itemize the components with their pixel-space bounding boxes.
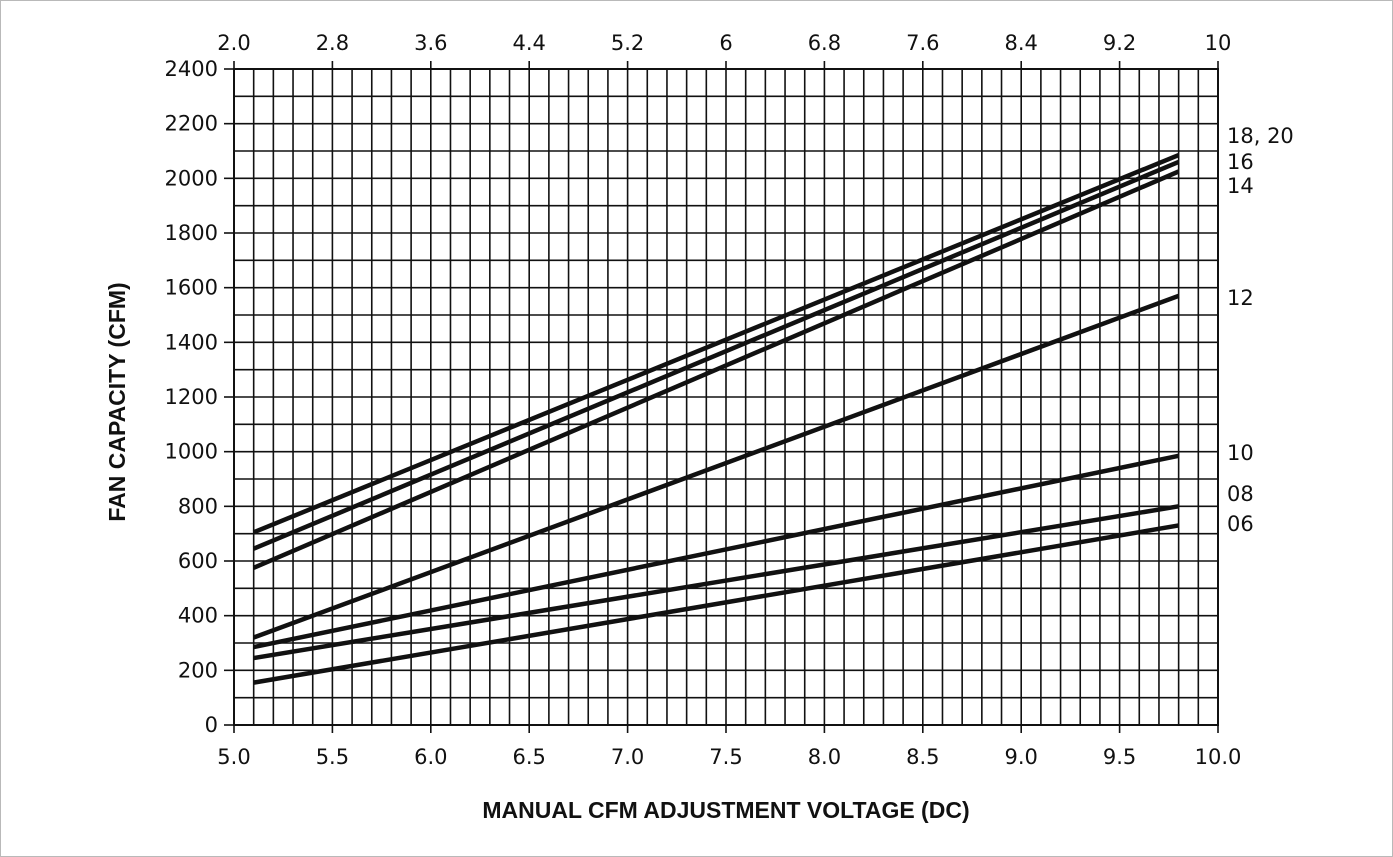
top-tick-label: 3.6 — [414, 31, 447, 55]
x-tick-label: 9.0 — [1004, 745, 1037, 769]
top-tick-label: 8.4 — [1004, 31, 1037, 55]
series-line — [252, 159, 1180, 551]
top-tick-label: 4.4 — [512, 31, 545, 55]
series-line — [252, 293, 1180, 640]
series-label: 18, 20 — [1227, 124, 1294, 148]
y-tick-label: 1800 — [165, 221, 218, 245]
x-tick-label: 7.5 — [709, 745, 742, 769]
y-tick-label: 800 — [178, 494, 218, 518]
top-tick-label: 2.8 — [316, 31, 349, 55]
y-axis-label: FAN CAPACITY (CFM) — [104, 282, 130, 521]
y-tick-label: 2200 — [165, 112, 218, 136]
top-tick-label: 10 — [1205, 31, 1232, 55]
x-tick-label: 10.0 — [1195, 745, 1242, 769]
top-tick-label: 7.6 — [906, 31, 939, 55]
top-tick-label: 9.2 — [1103, 31, 1136, 55]
series-label: 16 — [1227, 150, 1254, 174]
top-tick-label: 5.2 — [611, 31, 644, 55]
y-tick-label: 600 — [178, 549, 218, 573]
y-tick-label: 1400 — [165, 330, 218, 354]
series-label: 12 — [1227, 286, 1254, 310]
y-tick-label: 1000 — [165, 440, 218, 464]
series-line — [253, 523, 1180, 685]
x-tick-label: 9.5 — [1103, 745, 1136, 769]
x-tick-label: 5.0 — [217, 745, 250, 769]
x-tick-label: 6.5 — [512, 745, 545, 769]
y-tick-label: 200 — [178, 658, 218, 682]
x-tick-label: 8.5 — [906, 745, 939, 769]
y-tick-label: 1200 — [165, 385, 218, 409]
x-tick-label: 7.0 — [611, 745, 644, 769]
x-tick-label: 6.0 — [414, 745, 447, 769]
series-line — [253, 504, 1180, 661]
grid — [233, 68, 1219, 726]
y-tick-label: 1600 — [165, 276, 218, 300]
series-label: 10 — [1227, 441, 1254, 465]
x-axis-label: MANUAL CFM ADJUSTMENT VOLTAGE (DC) — [482, 797, 969, 823]
top-tick-label: 2.0 — [217, 31, 250, 55]
x-tick-label: 5.5 — [316, 745, 349, 769]
top-tick-label: 6 — [719, 31, 732, 55]
series-label: 08 — [1227, 482, 1254, 506]
x-tick-label: 8.0 — [808, 745, 841, 769]
y-tick-label: 2400 — [165, 57, 218, 81]
series-label: 14 — [1227, 174, 1254, 198]
series-line — [253, 453, 1180, 650]
y-tick-label: 0 — [205, 713, 218, 737]
series-line — [252, 153, 1180, 535]
y-tick-label: 2000 — [165, 166, 218, 190]
y-tick-label: 400 — [178, 604, 218, 628]
series-label: 06 — [1227, 512, 1254, 536]
series-line — [252, 169, 1180, 570]
top-tick-label: 6.8 — [808, 31, 841, 55]
